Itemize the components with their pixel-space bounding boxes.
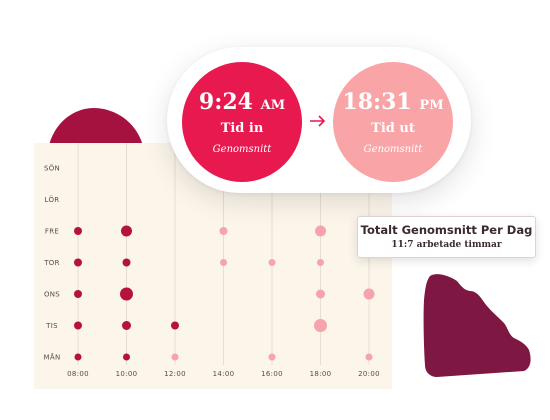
data-point[interactable] [171,353,179,361]
tooltip-subtitle: 11:7 arbetade timmar [391,240,502,250]
day-label: ONS [44,291,60,299]
clock-in-label: Tid in [220,120,264,136]
data-point[interactable] [121,225,132,237]
time-tick-label: 12:00 [164,370,186,378]
clock-in-caption: Genomsnitt [212,143,272,155]
day-label: FRE [45,228,59,236]
data-point[interactable] [317,259,324,266]
data-point[interactable] [363,288,375,300]
clock-in-ampm: AM [260,97,286,113]
time-tick-label: 14:00 [213,370,235,378]
clock-in-circle: 9:24 AM Tid in Genomsnitt [182,62,302,182]
data-point[interactable] [220,259,227,266]
time-scatter-chart: 08:00 10:00 12:00 14:00 16:00 18:00 20:00 SÖN LÖ… [43,143,380,378]
time-tick-label: 08:00 [67,370,89,378]
clock-out-ampm: PM [419,97,444,113]
data-point[interactable] [314,319,327,332]
data-point[interactable] [74,227,82,235]
clock-out-time-row: 18:31 PM [342,90,443,118]
tooltip-title: Totalt Genomsnitt Per Dag [360,223,533,237]
day-label: SÖN [44,164,60,173]
day-label: MÅN [44,353,61,362]
day-label: LÖR [45,195,60,204]
clock-in-time-row: 9:24 AM [199,90,285,118]
arrow-right-icon [310,115,326,127]
daily-average-tooltip: Totalt Genomsnitt Per Dag 11:7 arbetade … [357,216,536,258]
data-point[interactable] [122,321,131,330]
clock-out-label: Tid ut [371,120,415,136]
data-point[interactable] [315,225,326,237]
clock-out-caption: Genomsnitt [363,143,423,155]
time-tick-label: 20:00 [358,370,380,378]
day-label: TIS [45,322,58,330]
data-point[interactable] [365,353,373,361]
time-tick-label: 10:00 [116,370,138,378]
data-point[interactable] [268,353,276,361]
clock-out-circle: 18:31 PM Tid ut Genomsnitt [333,62,453,182]
data-point[interactable] [120,287,133,301]
data-point[interactable] [74,258,82,267]
data-point[interactable] [268,259,276,266]
data-point[interactable] [171,321,179,330]
data-point[interactable] [122,258,131,267]
data-point[interactable] [74,290,82,298]
clock-out-time: 18:31 [342,88,412,115]
data-point[interactable] [123,353,130,361]
data-point[interactable] [316,289,325,299]
time-tick-label: 18:00 [310,370,332,378]
data-point[interactable] [74,321,82,330]
day-label: TOR [43,259,60,267]
data-point[interactable] [219,227,228,235]
data-point[interactable] [74,353,82,361]
time-tick-label: 16:00 [261,370,283,378]
clock-in-time: 9:24 [198,88,253,115]
